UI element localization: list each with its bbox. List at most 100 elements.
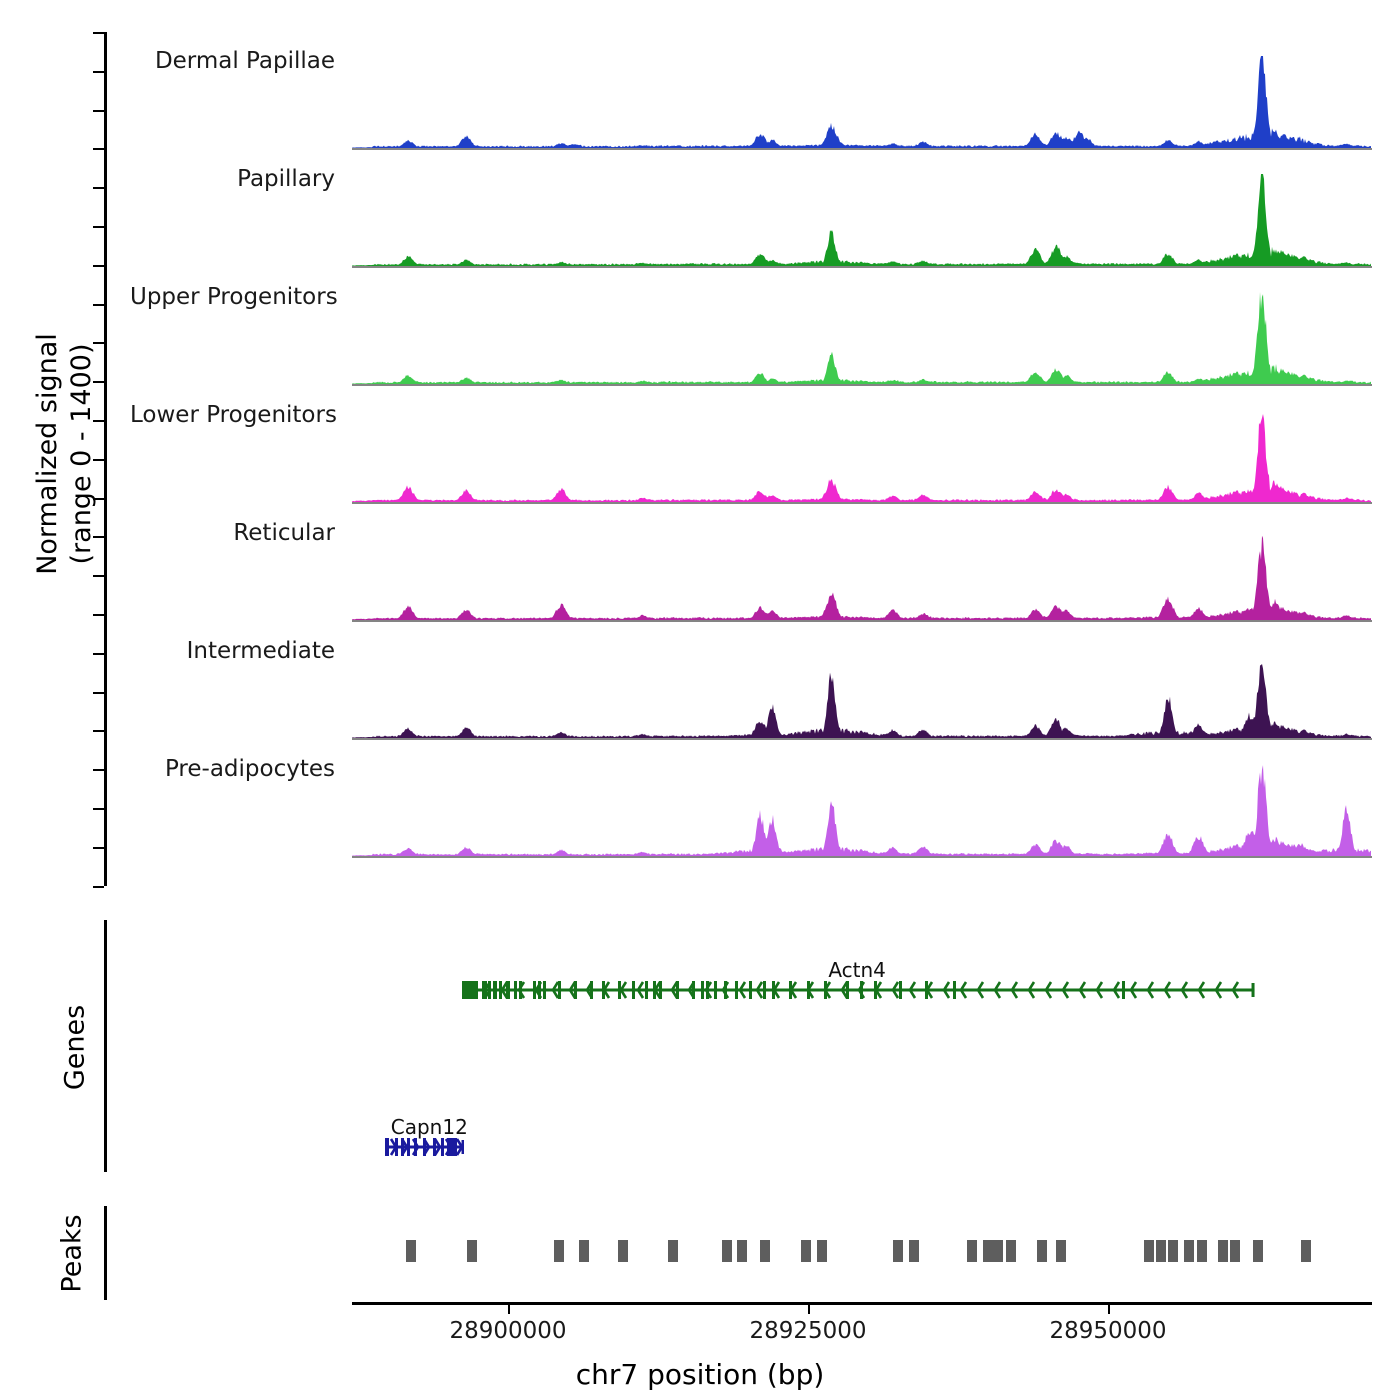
track-label-reticular: Reticular [233,520,335,546]
peak-marker[interactable] [908,1240,919,1262]
peak-marker[interactable] [579,1240,590,1262]
signal-axis-tick [93,614,104,616]
signal-area [352,535,1371,620]
signal-axis-tick [93,187,104,190]
peak-marker[interactable] [1300,1240,1311,1262]
peak-marker[interactable] [1155,1240,1166,1262]
peak-marker[interactable] [1217,1240,1228,1262]
gene-model-actn4[interactable] [462,979,1255,1001]
x-axis-line [352,1302,1372,1305]
peak-marker[interactable] [983,1240,994,1262]
peak-marker[interactable] [1252,1240,1263,1262]
peaks-axis-title: Peaks [56,1214,88,1293]
signal-track-intermediate [352,646,1372,738]
peak-marker[interactable] [1037,1240,1048,1262]
signal-track-papillary [352,174,1372,266]
track-label-upper-progenitors: Upper Progenitors [130,284,338,310]
signal-axis-tick [93,691,104,694]
genes-axis-title: Genes [59,1004,91,1091]
track-baseline [352,856,1372,858]
signal-track-pre-adipocytes [352,764,1372,856]
track-baseline [352,620,1372,622]
peak-marker[interactable] [967,1240,978,1262]
signal-axis-tick [93,536,104,539]
signal-axis-tick [93,32,104,34]
peak-marker[interactable] [1143,1240,1154,1262]
signal-axis-title-line1: Normalized signal [32,333,63,575]
peak-marker[interactable] [1184,1240,1195,1262]
gene-name-capn12: Capn12 [390,1115,468,1139]
peaks-axis-spine [104,1206,107,1300]
peak-marker[interactable] [800,1240,811,1262]
track-baseline [352,738,1372,740]
peak-marker[interactable] [406,1240,417,1262]
signal-axis-tick [93,264,104,267]
genes-axis-spine [104,920,107,1172]
signal-track-upper-progenitors [352,292,1372,384]
x-axis-tick [508,1305,510,1314]
track-label-pre-adipocytes: Pre-adipocytes [164,756,335,782]
x-axis-tick-label: 28925000 [749,1318,867,1344]
signal-axis-tick [93,808,104,810]
signal-area [352,292,1371,384]
track-label-lower-progenitors: Lower Progenitors [130,402,337,428]
peak-marker[interactable] [1196,1240,1207,1262]
x-axis-tick [808,1305,810,1314]
peak-marker[interactable] [618,1240,629,1262]
peak-marker[interactable] [1055,1240,1066,1262]
signal-axis-tick [93,575,104,578]
peak-marker[interactable] [992,1240,1003,1262]
signal-axis-tick [93,226,104,228]
track-baseline [352,148,1372,150]
signal-axis-tick [93,730,104,733]
signal-axis-tick [93,652,104,655]
peak-marker[interactable] [1005,1240,1016,1262]
peak-marker[interactable] [892,1240,903,1262]
peak-marker[interactable] [1230,1240,1241,1262]
peak-marker[interactable] [467,1240,478,1262]
signal-axis-tick [93,303,104,306]
gene-model-capn12[interactable] [384,1136,465,1158]
gene-glyph [384,1138,465,1156]
track-label-papillary: Papillary [237,166,335,192]
signal-area [352,765,1371,856]
peak-marker[interactable] [736,1240,747,1262]
signal-axis-title-line2: (range 0 - 1400) [66,343,97,565]
signal-area [352,174,1371,266]
signal-axis-tick [93,420,104,422]
signal-axis-spine [93,32,107,888]
signal-axis-tick [93,885,104,888]
signal-axis-tick [93,342,104,345]
signal-track-lower-progenitors [352,410,1372,502]
signal-track-reticular [352,528,1372,620]
peak-marker[interactable] [1168,1240,1178,1262]
peak-marker[interactable] [553,1240,564,1262]
x-axis-title: chr7 position (bp) [575,1358,825,1391]
peak-marker[interactable] [668,1240,679,1262]
x-axis-tick [1108,1305,1110,1314]
track-label-intermediate: Intermediate [186,638,335,664]
track-baseline [352,384,1372,386]
peak-marker[interactable] [760,1240,770,1262]
x-axis-tick-label: 28950000 [1049,1318,1167,1344]
signal-area [352,56,1371,148]
signal-area [352,414,1371,502]
signal-axis-tick [93,458,104,461]
x-axis-tick-label: 28900000 [449,1318,567,1344]
peak-marker[interactable] [722,1240,733,1262]
signal-axis-tick [93,769,104,772]
track-baseline [352,502,1372,504]
signal-axis-tick [93,381,104,384]
signal-area [352,663,1371,738]
peak-marker[interactable] [817,1240,828,1262]
gene-name-actn4: Actn4 [828,958,886,982]
signal-axis-tick [93,109,104,112]
track-label-dermal-papillae: Dermal Papillae [154,48,335,74]
signal-axis-tick [93,497,104,500]
track-baseline [352,266,1372,268]
signal-axis-tick [93,148,104,151]
gene-glyph [462,981,1255,999]
signal-axis-title: Normalized signal (range 0 - 1400) [31,244,99,664]
signal-axis-tick [93,70,104,73]
